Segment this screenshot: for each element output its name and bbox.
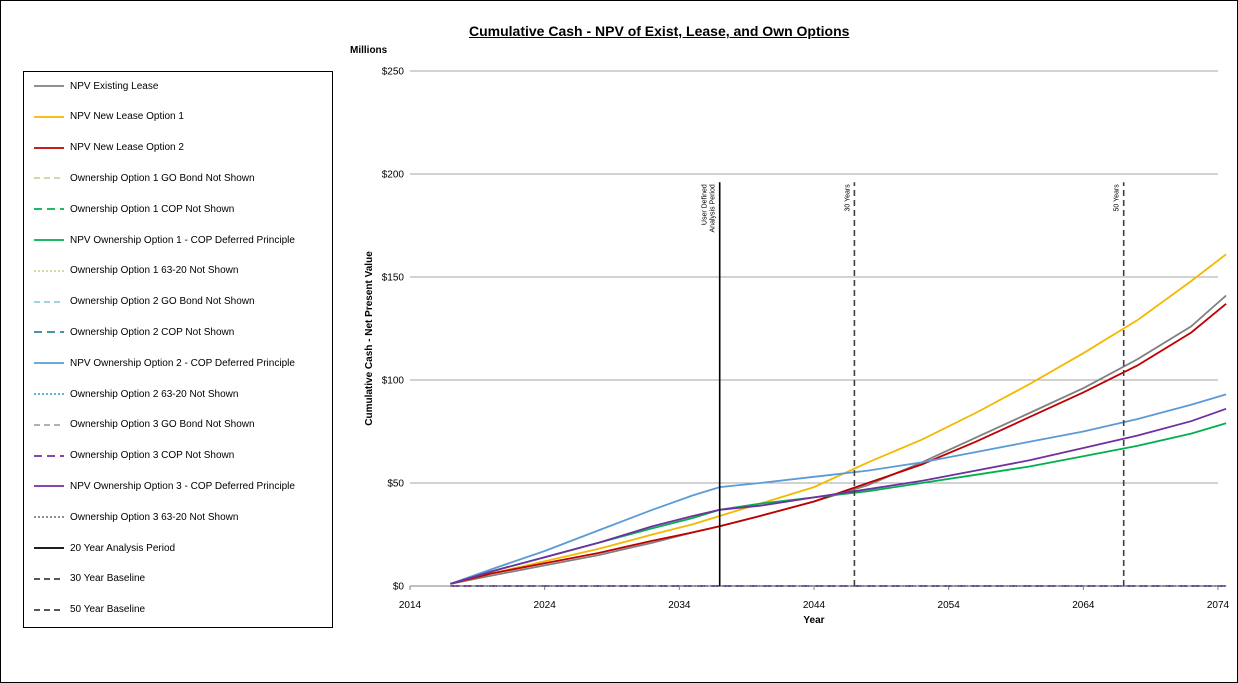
y-tick-label: $50 xyxy=(387,479,404,490)
legend-item: NPV Ownership Option 2 - COP Deferred Pr… xyxy=(32,355,295,371)
legend-label: Ownership Option 1 GO Bond Not Shown xyxy=(70,172,255,184)
legend-item: Ownership Option 1 63-20 Not Shown xyxy=(32,263,238,279)
series-line-npv-existing-lease xyxy=(450,294,1227,585)
legend-swatch xyxy=(34,362,64,365)
annotation-label: User Defined xyxy=(702,184,709,225)
legend-item: NPV Existing Lease xyxy=(32,78,158,94)
legend-swatch xyxy=(34,608,64,611)
legend-item: Ownership Option 2 63-20 Not Shown xyxy=(32,386,238,402)
legend-item: 50 Year Baseline xyxy=(32,602,145,618)
legend-swatch xyxy=(34,331,64,334)
y-tick-label: $0 xyxy=(393,582,405,593)
legend-item: NPV Ownership Option 3 - COP Deferred Pr… xyxy=(32,478,295,494)
y-tick-label: $150 xyxy=(382,273,405,284)
legend-swatch xyxy=(34,577,64,580)
legend-item: NPV New Lease Option 1 xyxy=(32,109,184,125)
series-line-npv-new-lease-option-2 xyxy=(450,303,1227,585)
legend-swatch xyxy=(34,239,64,241)
legend-swatch xyxy=(34,547,64,549)
x-tick-label: 2044 xyxy=(803,600,826,611)
legend-item: Ownership Option 2 COP Not Shown xyxy=(32,324,234,340)
legend-item: Ownership Option 1 GO Bond Not Shown xyxy=(32,170,255,186)
y-tick-label: $200 xyxy=(382,170,405,181)
legend-label: Ownership Option 2 COP Not Shown xyxy=(70,326,235,338)
legend-item: 20 Year Analysis Period xyxy=(32,540,175,556)
legend-swatch xyxy=(34,85,64,87)
legend-label: NPV Ownership Option 1 - COP Deferred Pr… xyxy=(70,234,295,246)
legend-label: NPV Ownership Option 3 - COP Deferred Pr… xyxy=(70,480,295,492)
x-tick-label: 2034 xyxy=(668,600,691,611)
legend-swatch xyxy=(34,485,64,488)
legend-label: NPV New Lease Option 1 xyxy=(70,111,184,123)
legend-label: Ownership Option 3 63-20 Not Shown xyxy=(70,511,239,523)
legend-swatch xyxy=(34,423,64,426)
legend-swatch xyxy=(34,146,64,149)
legend-label: 30 Year Baseline xyxy=(70,573,146,585)
x-tick-label: 2064 xyxy=(1072,600,1095,611)
legend-label: 50 Year Baseline xyxy=(70,604,146,616)
legend-item: Ownership Option 3 GO Bond Not Shown xyxy=(32,417,255,433)
legend-label: Ownership Option 1 COP Not Shown xyxy=(70,203,235,215)
legend-swatch xyxy=(34,115,64,118)
chart-title: Cumulative Cash - NPV of Exist, Lease, a… xyxy=(469,23,850,39)
legend-item: Ownership Option 2 GO Bond Not Shown xyxy=(32,294,255,310)
x-axis-title: Year xyxy=(803,615,824,626)
y-tick-label: $100 xyxy=(382,376,405,387)
legend-swatch xyxy=(34,177,64,180)
legend-item: Ownership Option 3 63-20 Not Shown xyxy=(32,509,238,525)
legend-swatch xyxy=(34,300,64,303)
legend-label: NPV Existing Lease xyxy=(70,80,159,92)
y-tick-label: $250 xyxy=(382,67,405,78)
legend-item: 30 Year Baseline xyxy=(32,571,145,587)
legend-swatch xyxy=(34,208,64,211)
annotation-label: 30 Years xyxy=(844,184,851,212)
annotation-label: Analysis Period xyxy=(710,184,717,232)
series-line-npv-ownership-option-2-cop-deferred-principle xyxy=(450,393,1227,585)
legend-label: Ownership Option 3 GO Bond Not Shown xyxy=(70,419,255,431)
legend-swatch xyxy=(34,454,64,457)
x-tick-label: 2054 xyxy=(938,600,961,611)
legend-item: NPV Ownership Option 1 - COP Deferred Pr… xyxy=(32,232,295,248)
legend-label: 20 Year Analysis Period xyxy=(70,542,176,554)
legend-label: NPV Ownership Option 2 - COP Deferred Pr… xyxy=(70,357,295,369)
legend-label: Ownership Option 2 63-20 Not Shown xyxy=(70,388,239,400)
series-line-npv-ownership-option-3-cop-deferred-principle xyxy=(450,407,1227,585)
x-tick-label: 2024 xyxy=(534,600,557,611)
series-line-npv-new-lease-option-1 xyxy=(450,253,1227,585)
legend-label: Ownership Option 3 COP Not Shown xyxy=(70,450,235,462)
x-tick-label: 2074 xyxy=(1207,600,1230,611)
legend-label: NPV New Lease Option 2 xyxy=(70,142,184,154)
legend-label: Ownership Option 1 63-20 Not Shown xyxy=(70,265,239,277)
y-unit-label: Millions xyxy=(350,45,388,56)
y-axis-title: Cumulative Cash - Net Present Value xyxy=(364,251,375,426)
legend-item: Ownership Option 1 COP Not Shown xyxy=(32,201,234,217)
legend-swatch xyxy=(34,516,64,519)
x-tick-label: 2014 xyxy=(399,600,422,611)
legend-item: Ownership Option 3 COP Not Shown xyxy=(32,448,234,464)
chart-legend: NPV Existing Lease NPV New Lease Option 1… xyxy=(23,71,333,628)
annotation-label: 50 Years xyxy=(1114,184,1121,212)
legend-swatch xyxy=(34,393,64,395)
legend-label: Ownership Option 2 GO Bond Not Shown xyxy=(70,296,255,308)
legend-item: NPV New Lease Option 2 xyxy=(32,140,184,156)
legend-swatch xyxy=(34,269,64,272)
